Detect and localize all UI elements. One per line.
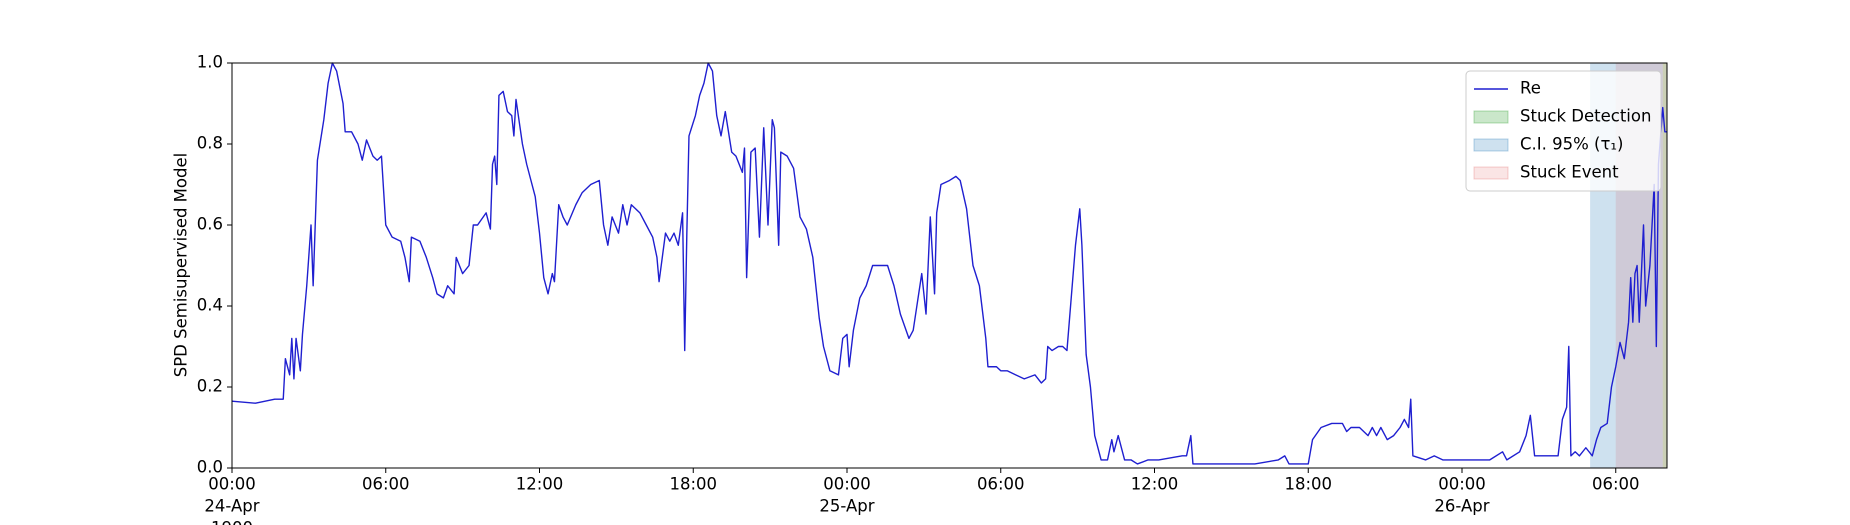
- legend-label: Re: [1520, 79, 1541, 98]
- span: [1662, 63, 1667, 468]
- y-tick-label: 0.8: [197, 134, 223, 153]
- x-tick-label: 18:00: [1284, 475, 1332, 494]
- x-tick-label: 00:00: [823, 475, 871, 494]
- x-tick-label: 24-Apr: [204, 497, 259, 516]
- x-tick-label: 06:00: [977, 475, 1025, 494]
- x-tick-label: 00:00: [208, 475, 256, 494]
- legend-patch: [1473, 110, 1509, 124]
- y-tick-label: 0.6: [197, 215, 223, 234]
- x-tick-label: 25-Apr: [819, 497, 874, 516]
- x-tick-label: 12:00: [516, 475, 564, 494]
- line: [231, 62, 1667, 465]
- x-tick-label: 06:00: [1592, 475, 1640, 494]
- x-tick-label: 06:00: [362, 475, 410, 494]
- legend-box: [1465, 70, 1662, 192]
- x-tick-label: 26-Apr: [1434, 497, 1489, 516]
- legend-patch: [1473, 138, 1509, 152]
- legend-label: Stuck Event: [1520, 163, 1619, 182]
- y-tick-label: 1.0: [197, 53, 223, 72]
- legend-patch: [1473, 166, 1509, 180]
- x-tick-label: 12:00: [1131, 475, 1179, 494]
- y-axis-label: SPD Semisupervised Model: [172, 153, 191, 377]
- axes-frame: [231, 62, 1668, 469]
- legend-label: Stuck Detection: [1520, 107, 1651, 126]
- x-tick-label: 18:00: [669, 475, 717, 494]
- y-tick-label: 0.2: [197, 377, 223, 396]
- y-tick-label: 0.4: [197, 296, 223, 315]
- legend-label: C.I. 95% (τ₁): [1520, 135, 1623, 154]
- x-tick-label: 00:00: [1438, 475, 1486, 494]
- y-tick-label: 0.0: [197, 458, 223, 477]
- x-tick-label: 1900: [211, 519, 253, 525]
